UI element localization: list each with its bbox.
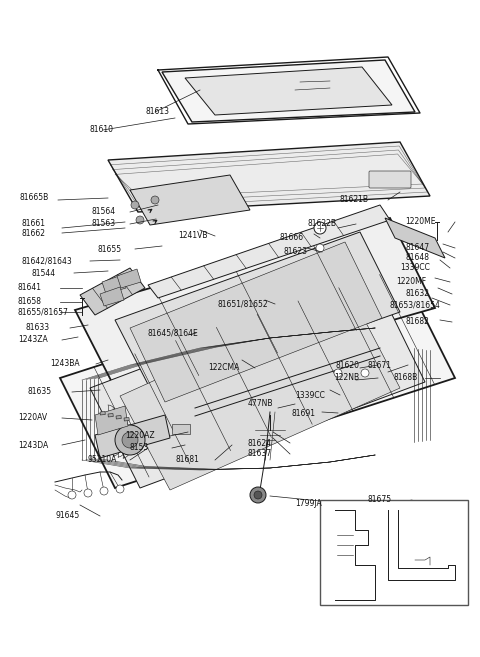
Text: 81653/81654: 81653/81654 (390, 300, 441, 309)
Text: 8153: 8153 (130, 443, 149, 453)
Text: 1243BA: 1243BA (50, 359, 80, 369)
Text: 81661: 81661 (22, 219, 46, 229)
FancyBboxPatch shape (369, 171, 411, 188)
Text: 1241VB: 1241VB (178, 231, 207, 240)
Bar (172, 424, 190, 434)
Text: 81648: 81648 (405, 254, 429, 263)
Text: 81647: 81647 (405, 244, 429, 252)
Text: 477NB: 477NB (248, 399, 274, 409)
Text: 122CMA: 122CMA (208, 363, 240, 373)
Circle shape (100, 487, 108, 495)
Text: 8168B: 8168B (393, 373, 417, 382)
Text: 81632: 81632 (406, 290, 430, 298)
Circle shape (314, 222, 326, 234)
Circle shape (151, 196, 159, 204)
Bar (108, 413, 113, 417)
Text: 81623: 81623 (283, 248, 307, 256)
Polygon shape (117, 269, 141, 288)
Polygon shape (385, 218, 445, 258)
Text: 81655: 81655 (97, 244, 121, 254)
Circle shape (131, 201, 139, 209)
Text: 1220ME: 1220ME (405, 217, 435, 227)
Text: 81665B: 81665B (20, 194, 49, 202)
Text: 81658: 81658 (18, 298, 42, 307)
Circle shape (115, 425, 145, 455)
Text: 1243DA: 1243DA (18, 440, 48, 449)
Polygon shape (95, 406, 128, 435)
Polygon shape (185, 67, 392, 115)
Polygon shape (115, 232, 400, 398)
Polygon shape (90, 280, 425, 488)
Circle shape (250, 487, 266, 503)
Circle shape (84, 489, 92, 497)
Circle shape (116, 485, 124, 493)
Text: 81651/81652: 81651/81652 (218, 300, 269, 309)
Text: 81671: 81671 (368, 361, 392, 369)
Text: 81620: 81620 (336, 361, 360, 369)
Polygon shape (80, 268, 145, 315)
Text: 81645/8164E: 81645/8164E (148, 328, 199, 338)
Polygon shape (95, 415, 170, 458)
Polygon shape (60, 268, 455, 488)
Bar (100, 411, 105, 415)
Polygon shape (120, 292, 400, 490)
Text: 122NB: 122NB (334, 373, 359, 382)
Text: 91645: 91645 (55, 512, 79, 520)
Text: 81641: 81641 (18, 284, 42, 292)
Text: 1220AZ: 1220AZ (125, 432, 155, 440)
Text: 1339CC: 1339CC (295, 390, 325, 399)
Text: 81662: 81662 (22, 229, 46, 237)
Polygon shape (100, 287, 124, 306)
Circle shape (254, 491, 262, 499)
Polygon shape (102, 275, 126, 294)
Text: 81635: 81635 (28, 388, 52, 397)
Bar (124, 418, 129, 421)
Polygon shape (130, 175, 250, 225)
Circle shape (334, 369, 342, 377)
Text: 81610: 81610 (90, 125, 114, 135)
Text: 81637: 81637 (248, 449, 272, 459)
Text: 1220AV: 1220AV (18, 413, 47, 422)
Text: 81633: 81633 (25, 323, 49, 332)
Text: 81624: 81624 (248, 438, 272, 447)
Text: 81544: 81544 (32, 269, 56, 277)
Text: 81655/81657: 81655/81657 (18, 307, 69, 317)
Text: 1799JA: 1799JA (295, 499, 322, 507)
Text: 81621B: 81621B (340, 196, 369, 204)
Polygon shape (108, 142, 430, 212)
Text: 81613: 81613 (145, 108, 169, 116)
Text: 81563: 81563 (92, 219, 116, 229)
Polygon shape (148, 205, 390, 298)
Text: 81666: 81666 (280, 233, 304, 242)
Polygon shape (162, 60, 415, 122)
Text: 81564: 81564 (92, 208, 116, 217)
Circle shape (122, 432, 138, 448)
Text: 81642/81643: 81642/81643 (22, 256, 73, 265)
Text: 81681: 81681 (175, 455, 199, 464)
Bar (320, 500, 468, 605)
Circle shape (316, 244, 324, 252)
Text: 81691: 81691 (292, 409, 316, 417)
Circle shape (136, 216, 144, 224)
Text: 1220MF: 1220MF (396, 277, 426, 286)
Text: 81682: 81682 (405, 317, 429, 327)
Circle shape (361, 369, 369, 377)
Text: 81622B: 81622B (308, 219, 337, 229)
Bar (116, 416, 121, 419)
Text: 95210A: 95210A (88, 455, 118, 464)
Circle shape (68, 491, 76, 499)
Text: 1339CC: 1339CC (400, 263, 430, 273)
Text: 81675: 81675 (368, 495, 392, 505)
Polygon shape (130, 242, 382, 402)
Polygon shape (75, 218, 435, 398)
Text: 1243ZA: 1243ZA (18, 336, 48, 344)
